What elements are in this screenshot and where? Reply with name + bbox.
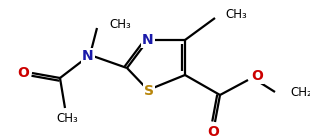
- Text: CH₃: CH₃: [225, 7, 247, 21]
- Text: CH₃: CH₃: [109, 18, 131, 30]
- Text: N: N: [142, 33, 154, 47]
- Text: O: O: [207, 125, 219, 138]
- Text: CH₂CH₃: CH₂CH₃: [290, 86, 310, 99]
- Text: S: S: [144, 84, 154, 98]
- Text: O: O: [17, 66, 29, 80]
- Text: O: O: [251, 69, 263, 83]
- Text: CH₃: CH₃: [56, 112, 78, 124]
- Text: N: N: [82, 49, 94, 63]
